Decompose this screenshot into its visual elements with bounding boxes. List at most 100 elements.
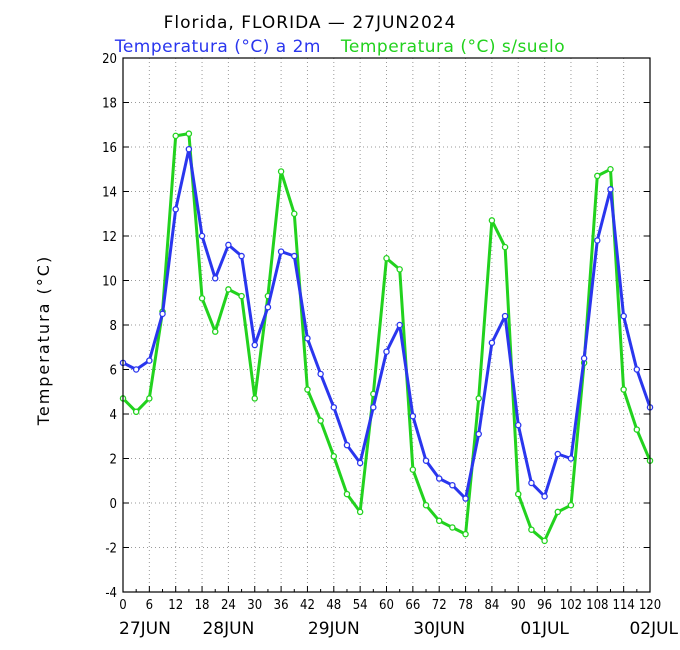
x-tick-label: 0: [119, 598, 126, 613]
x-tick-label: 108: [586, 598, 608, 613]
legend-series-suelo: Temperatura (°C) s/suelo: [340, 37, 565, 57]
data-point: [251, 341, 258, 349]
y-axis-title: Temperatura (°C): [34, 255, 53, 426]
data-point: [251, 395, 258, 402]
x-tick-label: 24: [221, 598, 236, 613]
date-label: 29JUN: [308, 619, 360, 639]
date-label: 30JUN: [413, 619, 465, 639]
data-point: [238, 292, 245, 300]
data-point: [383, 348, 390, 355]
data-point: [304, 335, 311, 342]
data-point: [225, 241, 232, 249]
data-point: [225, 286, 232, 293]
data-point: [291, 210, 298, 217]
data-point: [488, 339, 496, 347]
data-point: [370, 404, 377, 411]
legend-series-2m: Temperatura (°C) a 2m: [114, 37, 321, 57]
data-point: [343, 441, 351, 449]
x-tick-label: 42: [300, 598, 315, 613]
data-point: [488, 217, 496, 224]
data-point: [330, 453, 338, 460]
date-label: 28JUN: [202, 619, 254, 639]
data-point: [435, 475, 443, 482]
y-tick-label: 16: [102, 141, 117, 156]
data-point: [449, 481, 456, 489]
x-tick-label: 66: [405, 598, 420, 613]
data-point: [185, 130, 193, 137]
y-tick-label: 4: [110, 408, 117, 423]
data-point: [633, 426, 641, 433]
data-point: [594, 237, 601, 244]
x-tick-label: 102: [560, 598, 582, 613]
series: [119, 130, 654, 545]
data-point: [515, 421, 522, 429]
y-tick-label: -4: [105, 586, 117, 601]
x-tick-label: 12: [168, 598, 183, 613]
x-tick-label: 48: [326, 598, 341, 613]
x-tick-label: 120: [639, 598, 661, 613]
data-point: [172, 206, 179, 213]
y-tick-label: 6: [110, 364, 117, 379]
data-point: [475, 395, 482, 402]
data-point: [343, 490, 351, 498]
plot-frame: [122, 57, 651, 593]
x-tick-label: 96: [537, 598, 552, 613]
y-tick-label: 8: [110, 319, 117, 334]
data-point: [238, 252, 245, 260]
data-point: [277, 168, 285, 175]
data-point: [422, 457, 430, 464]
x-tick-label: 90: [511, 598, 526, 613]
data-point: [554, 508, 562, 516]
x-tick-label: 60: [379, 598, 394, 613]
x-tick-label: 78: [458, 598, 473, 613]
data-point: [620, 386, 627, 393]
data-point: [277, 248, 285, 255]
x-tick-label: 72: [432, 598, 447, 613]
data-point: [132, 408, 140, 416]
chart-title: Florida, FLORIDA — 27JUN2024: [164, 13, 457, 33]
series-titles: Temperatura (°C) a 2m Temperatura (°C) s…: [114, 37, 565, 57]
data-point: [435, 517, 443, 525]
axis-labels: 0 6 12 18 24 30 36 42 48 54 60 66 72 78 84 90 96 102 108 11…: [102, 52, 678, 639]
data-point: [198, 232, 206, 240]
data-point: [607, 186, 614, 193]
data-point: [185, 145, 193, 153]
y-tick-label: 2: [110, 453, 117, 468]
data-point: [409, 466, 417, 473]
y-tick-label: 20: [102, 52, 117, 67]
data-point: [356, 459, 364, 467]
y-tick-label: 0: [110, 497, 117, 512]
date-label: 27JUN: [119, 619, 171, 639]
data-point: [317, 417, 324, 424]
data-point: [475, 430, 482, 438]
date-label: 02JUL: [629, 619, 678, 639]
y-tick-label: -2: [105, 542, 117, 557]
date-label: 01JUL: [520, 619, 569, 639]
y-tick-label: 18: [102, 97, 117, 112]
y-tick-label: 12: [102, 230, 117, 245]
y-tick-label: 10: [102, 275, 117, 290]
data-point: [594, 172, 601, 180]
data-point: [383, 254, 390, 262]
data-point: [304, 386, 311, 393]
data-point: [211, 328, 219, 335]
data-point: [146, 395, 153, 402]
data-point: [528, 526, 535, 533]
x-tick-label: 6: [146, 598, 153, 613]
x-tick-label: 84: [484, 598, 499, 613]
data-point: [633, 366, 641, 373]
data-point: [567, 501, 575, 509]
data-point: [422, 501, 430, 509]
x-tick-label: 54: [353, 598, 368, 613]
data-point: [330, 404, 338, 411]
data-point: [356, 508, 364, 516]
data-point: [396, 321, 403, 329]
data-point: [146, 357, 153, 364]
data-point: [620, 312, 627, 320]
x-tick-label: 30: [247, 598, 262, 613]
data-point: [198, 295, 206, 302]
x-tick-label: 18: [195, 598, 210, 613]
data-point: [501, 312, 509, 320]
x-tick-label: 36: [274, 598, 289, 613]
